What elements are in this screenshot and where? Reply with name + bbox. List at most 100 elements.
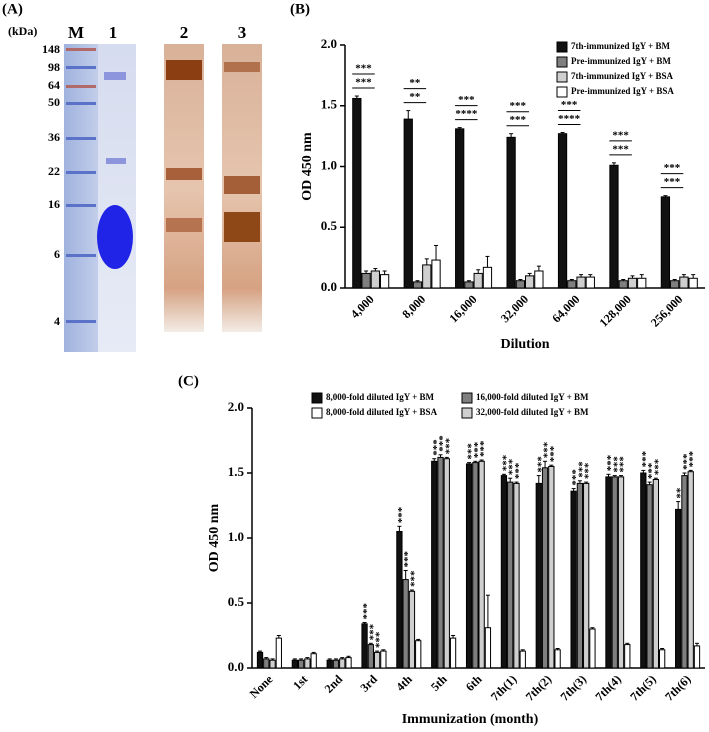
bar (373, 651, 381, 669)
bar (585, 276, 595, 289)
significance: *** (561, 99, 578, 111)
bar (548, 466, 555, 669)
x-tick-label: 128,000 (596, 292, 633, 329)
x-tick-label: 256,000 (648, 292, 685, 329)
significance: *** (374, 631, 386, 648)
legend-label: 7th-immunized IgY + BM (571, 41, 671, 51)
significance: *** (687, 450, 699, 467)
significance: *** (361, 603, 373, 620)
y-tick-label: 0.0 (228, 659, 244, 674)
bar (637, 277, 647, 289)
bar (670, 280, 680, 289)
bar (473, 272, 483, 289)
significance: **** (558, 113, 581, 125)
significance: *** (570, 469, 582, 486)
significance: *** (507, 458, 519, 475)
legend-swatch (556, 56, 568, 68)
bar (693, 645, 701, 669)
unit-label: (kDa) (8, 24, 37, 38)
x-tick-label: 4,000 (348, 292, 377, 321)
legend-label: Pre-immunized IgY + BSA (571, 86, 674, 96)
bar (370, 270, 380, 289)
legend-label: 8,000-fold diluted IgY + BSA (326, 407, 438, 417)
significance: *** (402, 551, 414, 568)
bar (482, 266, 493, 289)
marker-label: 36 (48, 130, 60, 144)
bar (464, 281, 474, 289)
bar (541, 467, 549, 669)
bar (455, 128, 465, 289)
lane-label: 2 (180, 23, 189, 42)
significance: *** (509, 100, 526, 112)
significance: *** (437, 435, 449, 452)
bar (570, 490, 577, 669)
panel-label: (A) (2, 1, 23, 17)
lane-label: 3 (238, 23, 247, 42)
marker-label: 22 (48, 164, 60, 178)
significance: *** (612, 129, 629, 141)
bar (652, 479, 660, 669)
bar (687, 471, 694, 669)
band (224, 212, 260, 242)
significance: *** (652, 458, 664, 475)
bar (339, 658, 346, 669)
legend-swatch (461, 407, 473, 419)
bar (576, 482, 584, 669)
x-tick-label: 1st (290, 672, 310, 692)
bar (681, 475, 688, 669)
legend-swatch (556, 86, 568, 98)
significance: *** (618, 456, 630, 473)
marker-label: 16 (48, 197, 60, 211)
bar (576, 276, 586, 289)
bar (263, 658, 270, 669)
bar (326, 659, 333, 669)
bar (403, 118, 413, 289)
bar (506, 136, 516, 289)
bar (554, 649, 561, 669)
band (224, 62, 260, 72)
bar (646, 484, 653, 669)
significance: *** (583, 462, 595, 479)
y-tick-label: 2.0 (321, 36, 337, 51)
y-tick-label: 2.0 (228, 399, 244, 414)
marker-label: 4 (54, 314, 60, 328)
significance: ** (409, 77, 421, 89)
bar (361, 272, 371, 289)
legend-label: 8,000-fold diluted IgY + BM (326, 392, 435, 402)
bar (589, 628, 596, 669)
legend-label: 32,000-fold diluted IgY + BM (476, 407, 589, 417)
bar (332, 659, 340, 669)
bar (443, 458, 450, 669)
bar (379, 274, 390, 289)
legend-swatch (556, 71, 568, 83)
bar (269, 659, 276, 669)
significance: *** (612, 143, 629, 155)
bar (291, 659, 298, 669)
significance: *** (408, 570, 420, 587)
bar (380, 650, 387, 669)
legend-label: 7th-immunized IgY + BSA (571, 71, 674, 81)
significance: *** (355, 77, 372, 89)
band (97, 205, 133, 269)
x-tick-label: 3rd (357, 672, 380, 695)
x-tick-label: 7th(2) (523, 672, 555, 704)
significance: *** (478, 440, 490, 457)
bar (660, 196, 671, 289)
band (166, 168, 202, 180)
bar (659, 649, 666, 669)
marker-label: 6 (54, 247, 60, 261)
significance: *** (605, 454, 617, 471)
bar (256, 651, 264, 669)
significance: *** (509, 114, 526, 126)
significance: *** (548, 445, 560, 462)
significance: *** (355, 63, 372, 75)
x-tick-label: 7th(6) (662, 672, 694, 704)
y-tick-label: 1.0 (228, 529, 244, 544)
band (166, 60, 202, 80)
x-tick-label: 7th(4) (592, 672, 624, 704)
x-axis-title: Dilution (500, 337, 549, 352)
significance: *** (664, 162, 681, 174)
marker-lane (64, 44, 98, 352)
